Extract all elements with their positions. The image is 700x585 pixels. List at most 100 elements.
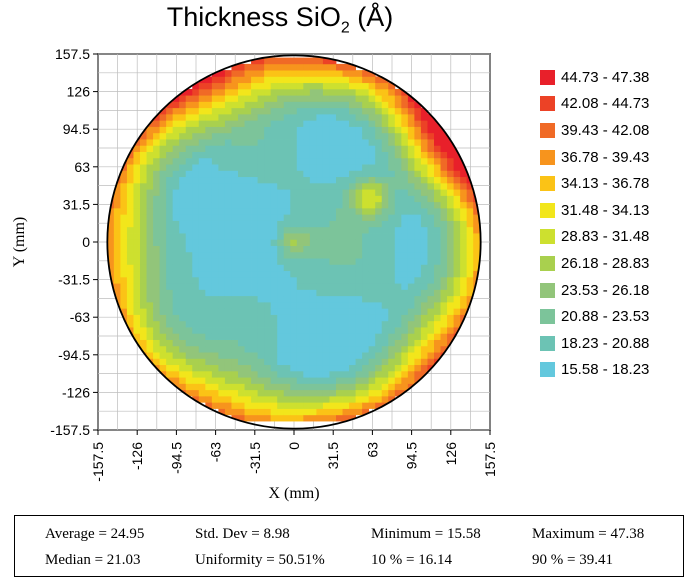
map-cell (368, 151, 376, 159)
map-cell (388, 182, 396, 190)
map-cell (290, 88, 298, 96)
map-cell (238, 113, 245, 121)
map-cell (381, 345, 389, 353)
map-cell (466, 226, 474, 234)
map-cell (355, 70, 363, 77)
map-cell (238, 82, 245, 90)
map-cell (211, 283, 219, 290)
map-cell (342, 301, 350, 309)
stat-std-dev: Std. Dev = 8.98 (195, 526, 290, 542)
map-cell (251, 107, 258, 115)
map-cell (290, 120, 298, 127)
map-cell (381, 164, 389, 171)
map-cell (198, 145, 206, 152)
legend-item: 28.83 - 31.48 (540, 224, 700, 251)
map-cell (447, 245, 454, 253)
map-cell (120, 276, 128, 284)
map-cell (257, 176, 265, 184)
map-cell (264, 176, 272, 184)
legend-item: 31.48 - 34.13 (540, 197, 700, 224)
map-cell (420, 107, 428, 115)
map-cell (336, 264, 343, 272)
map-cell (342, 207, 350, 215)
map-cell (224, 333, 232, 340)
map-cell (211, 139, 219, 146)
map-cell (388, 320, 396, 328)
map-cell (329, 57, 337, 65)
map-cell (140, 170, 147, 178)
map-cell (362, 245, 370, 253)
map-cell (290, 245, 298, 253)
map-cell (309, 95, 317, 102)
map-cell (414, 364, 422, 372)
map-cell (238, 314, 245, 322)
map-cell (349, 264, 356, 272)
map-cell (238, 414, 245, 422)
map-cell (224, 377, 232, 384)
map-cell (277, 82, 285, 90)
map-cell (133, 182, 141, 190)
map-cell (375, 264, 383, 272)
map-cell (283, 157, 291, 165)
map-cell (401, 151, 409, 159)
map-cell (224, 120, 232, 127)
map-cell (166, 333, 174, 340)
map-cell (166, 352, 174, 359)
map-cell (218, 301, 226, 309)
map-cell (192, 308, 200, 315)
map-cell (296, 408, 304, 416)
map-cell (277, 139, 285, 146)
map-cell (179, 314, 187, 322)
legend-swatch (540, 176, 555, 192)
map-cell (224, 201, 232, 209)
map-cell (224, 258, 232, 265)
map-cell (322, 364, 330, 372)
map-cell (153, 207, 160, 215)
map-cell (453, 276, 461, 284)
map-cell (283, 120, 291, 127)
map-cell (159, 126, 167, 134)
legend-label: 26.18 - 28.83 (561, 254, 650, 272)
map-cell (368, 76, 376, 84)
map-cell (388, 345, 396, 353)
chart-title: Thickness SiO2 (Å) (166, 2, 394, 37)
map-cell (322, 258, 330, 265)
map-cell (244, 101, 252, 109)
map-cell (414, 233, 422, 240)
map-cell (211, 164, 219, 171)
map-cell (126, 157, 134, 165)
map-cell (283, 207, 291, 215)
map-cell (414, 345, 422, 353)
map-cell (192, 339, 200, 347)
map-cell (362, 145, 370, 152)
map-cell (179, 245, 187, 253)
map-cell (126, 214, 134, 221)
map-cell (198, 233, 206, 240)
map-cell (447, 258, 454, 265)
map-cell (336, 107, 343, 115)
map-cell (342, 358, 350, 366)
map-cell (264, 233, 272, 240)
map-cell (270, 402, 278, 409)
map-cell (192, 289, 200, 297)
map-cell (290, 151, 298, 159)
map-cell (153, 120, 160, 127)
map-cell (460, 270, 468, 278)
map-cell (362, 113, 370, 121)
map-cell (453, 327, 461, 334)
map-cell (166, 164, 174, 171)
map-cell (257, 120, 265, 127)
map-cell (316, 295, 324, 303)
map-cell (381, 258, 389, 265)
map-cell (322, 239, 330, 246)
map-cell (283, 176, 291, 184)
map-cell (251, 264, 258, 272)
map-cell (355, 408, 363, 416)
map-cell (166, 126, 174, 134)
map-cell (296, 95, 304, 102)
map-cell (290, 170, 298, 178)
map-cell (211, 126, 219, 134)
map-cell (172, 377, 180, 384)
map-cell (414, 358, 422, 366)
map-cell (407, 320, 415, 328)
